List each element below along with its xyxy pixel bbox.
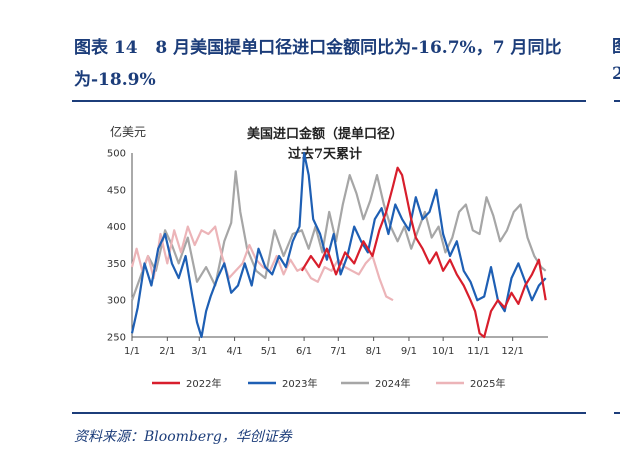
x-axis: 1/1 2/1 3/1 4/1 5/1 6/1 7/1 8/1 9/1 10/1 11/1 12/1 [124, 336, 548, 357]
y-tick-label: 400 [107, 222, 126, 233]
y-tick-label: 350 [107, 259, 126, 270]
x-tick-label: 5/1 [261, 346, 277, 357]
y-tick-label: 500 [107, 149, 126, 160]
x-tick-label: 2/1 [159, 346, 175, 357]
x-tick-label: 9/1 [401, 346, 417, 357]
series-group [130, 151, 547, 339]
title-rule [72, 100, 586, 102]
series-line-4 [130, 225, 394, 302]
y-axis: 250 300 350 400 450 500 [107, 149, 133, 344]
x-tick-label: 6/1 [296, 346, 312, 357]
x-tick-label: 12/1 [501, 346, 523, 357]
edge-rule-top [614, 100, 620, 102]
y-tick-label: 300 [107, 296, 126, 307]
legend: 2022年 2023年 2024年 2025年 [152, 377, 505, 390]
y-axis-label: 亿美元 [110, 124, 146, 139]
edge-char-top: 图 [612, 32, 620, 57]
series-line-2 [130, 151, 547, 339]
x-tick-label: 11/1 [467, 346, 489, 357]
edge-char-bottom: 2 [612, 64, 620, 84]
x-tick-label: 10/1 [432, 346, 454, 357]
x-tick-label: 8/1 [366, 346, 382, 357]
legend-label-1: 2022年 [186, 377, 221, 390]
source-note: 资料来源：Bloomberg，华创证券 [74, 429, 292, 445]
chart-title: 美国进口金额（提单口径） [247, 126, 403, 142]
x-tick-label: 3/1 [191, 346, 207, 357]
y-tick-label: 250 [107, 333, 126, 344]
series-line-3 [130, 170, 547, 301]
series-line-1 [300, 166, 547, 339]
legend-label-2: 2023年 [282, 377, 317, 390]
x-tick-label: 1/1 [124, 346, 140, 357]
figure-label: 图表 14 [74, 38, 138, 58]
figure-title-text: 8 月美国提单口径进口金额同比为-16.7%，7 月同比为-18.9% [74, 38, 562, 90]
edge-rule-bottom [614, 412, 620, 414]
figure-title: 图表 14 8 月美国提单口径进口金额同比为-16.7%，7 月同比为-18.9… [74, 32, 594, 96]
source-rule [72, 412, 586, 414]
y-tick-label: 450 [107, 185, 126, 196]
chart-subtitle: 过去7天累计 [288, 146, 362, 162]
legend-label-4: 2025年 [470, 377, 505, 390]
x-tick-label: 4/1 [227, 346, 243, 357]
legend-label-3: 2024年 [375, 377, 410, 390]
x-tick-label: 7/1 [330, 346, 346, 357]
